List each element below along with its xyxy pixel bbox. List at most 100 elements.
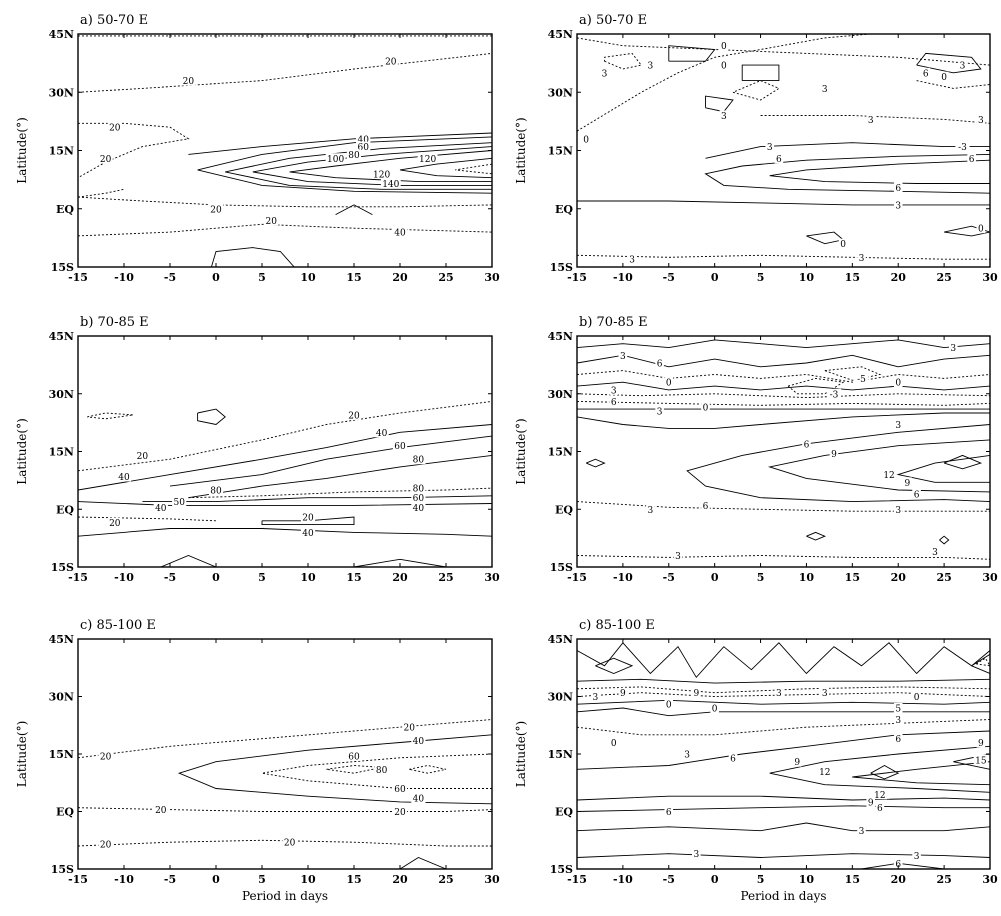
contour-label: 0 <box>840 240 846 250</box>
contour-label-bg <box>172 496 187 507</box>
contour-label-bg <box>135 450 150 461</box>
contour-line-level-6 <box>769 159 990 184</box>
x-tick-label: -5 <box>164 571 176 584</box>
contour-label-bg <box>264 215 279 226</box>
x-tick-label: -5 <box>164 873 176 886</box>
contour-label: 3 <box>648 506 654 516</box>
contour-label: 6 <box>611 398 617 408</box>
contour-line-level-20 <box>78 807 492 812</box>
contour-label-bg <box>116 471 132 482</box>
contour-label-bg <box>719 40 729 51</box>
contour-line-level-120 <box>399 157 492 179</box>
panel-title: c) 85-100 E <box>80 618 156 633</box>
x-tick-label: -15 <box>68 873 88 886</box>
x-tick-label: 10 <box>799 271 815 284</box>
x-tick-label: 15 <box>845 873 860 886</box>
contour-line-level-3 <box>577 400 990 406</box>
contour-line-level-3 <box>705 142 990 159</box>
y-tick-label: 15S <box>550 863 573 876</box>
x-tick-label: -15 <box>567 873 587 886</box>
contour-label: 0 <box>721 42 727 52</box>
contour-label-bg <box>181 75 196 86</box>
contour-line-level-9 <box>767 439 990 493</box>
panel-title: c) 85-100 E <box>579 618 655 633</box>
contour-label-bg <box>417 153 438 164</box>
contour-label-bg <box>893 733 903 744</box>
contour-line-level-20 <box>78 52 492 93</box>
x-tick-label: 15 <box>346 571 361 584</box>
y-tick-label: 15N <box>49 446 74 459</box>
contour-label-bg <box>820 687 830 698</box>
contour-label: 100 <box>327 155 344 165</box>
x-tick-label: -15 <box>567 271 587 284</box>
x-tick-label: -5 <box>663 571 675 584</box>
contour-label: 3 <box>684 751 690 761</box>
contour-label: 9 <box>978 739 984 749</box>
contour-label: 3 <box>620 352 626 362</box>
x-tick-label: 20 <box>392 571 408 584</box>
contour-label: 120 <box>419 155 436 165</box>
contour-label-bg <box>866 796 875 807</box>
contour-label: 6 <box>877 804 883 814</box>
contour-label: 0 <box>666 701 672 711</box>
contour-label-bg <box>208 203 224 214</box>
contour-label: 3 <box>629 256 635 266</box>
contour-label: 3 <box>914 852 920 862</box>
contour-label: 3 <box>592 693 598 703</box>
contour-label-bg <box>411 793 426 804</box>
contour-line-level-20 <box>197 408 226 425</box>
contour-label-bg <box>300 527 316 538</box>
contour-label-bg <box>107 517 122 528</box>
x-tick-label: 0 <box>212 873 220 886</box>
x-tick-label: 5 <box>258 873 266 886</box>
contour-line-level-0 <box>971 653 990 674</box>
contour-label-bg <box>609 396 619 407</box>
contour-label-bg <box>98 750 113 761</box>
contour-label: 12 <box>883 471 894 481</box>
contour-line-level-3 <box>916 80 990 89</box>
contour-label: -3 <box>830 390 839 400</box>
contour-label: 6 <box>657 359 663 369</box>
y-tick-label: EQ <box>555 503 573 516</box>
contour-line-level-80 <box>188 454 492 499</box>
contour-label: 40 <box>413 737 425 747</box>
contour-line-level-3 <box>732 80 780 101</box>
contour-label-bg <box>728 752 738 763</box>
contour-line-level-40 <box>78 424 492 491</box>
y-tick-label: 30N <box>548 388 573 401</box>
contour-label: 80 <box>348 151 360 161</box>
x-tick-label: 20 <box>891 571 907 584</box>
contour-label: 0 <box>721 62 727 72</box>
contour-line-level-3 <box>577 501 990 512</box>
contour-line-level--3 <box>975 657 990 667</box>
contour-line-level-60 <box>169 435 492 487</box>
contour-label-bg <box>591 691 600 702</box>
contour-label: 20 <box>100 841 112 851</box>
contour-label-bg <box>893 703 903 713</box>
contour-label: 40 <box>413 504 425 514</box>
contour-label-bg <box>955 141 970 152</box>
contour-label-bg <box>374 764 389 775</box>
contour-label-bg <box>655 357 664 368</box>
contour-label-bg <box>893 714 903 725</box>
contour-line-level-3 <box>577 822 990 832</box>
contour-label-bg <box>893 377 903 388</box>
contour-label: 6 <box>923 69 929 79</box>
contour-line-level-0 <box>577 370 990 383</box>
contour-line-level-0 <box>939 535 950 545</box>
contour-label-bg <box>371 168 392 179</box>
contour-label: 3 <box>767 143 773 153</box>
contour-label-bg <box>380 178 401 189</box>
contour-label-bg <box>411 454 426 465</box>
contour-label-bg <box>646 504 655 515</box>
contour-label: 0 <box>895 379 901 389</box>
contour-line-level-100 <box>289 150 492 183</box>
contour-line-level--5 <box>824 366 882 381</box>
contour-line-level-9 <box>769 745 990 793</box>
contour-label-bg <box>857 825 866 836</box>
x-tick-label: -10 <box>613 873 633 886</box>
plot-frame <box>77 638 493 870</box>
contour-line-level-3 <box>577 678 990 684</box>
